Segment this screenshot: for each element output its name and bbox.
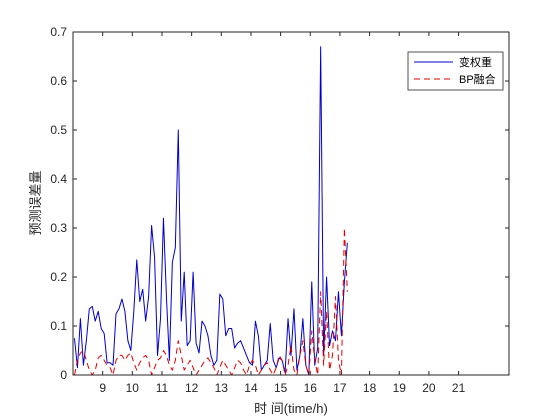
legend-label-variable-weight: 变权重 bbox=[459, 55, 492, 69]
x-tick-label: 18 bbox=[363, 381, 377, 395]
y-tick-label: 0.6 bbox=[50, 74, 67, 88]
y-tick-label: 0.7 bbox=[50, 25, 67, 39]
x-tick-label: 12 bbox=[185, 381, 199, 395]
y-tick-label: 0.4 bbox=[50, 172, 67, 186]
x-tick-label: 14 bbox=[244, 381, 258, 395]
y-tick-label: 0 bbox=[60, 368, 67, 382]
y-axis: 0 0.1 0.2 0.3 0.4 0.5 0.6 0.7 bbox=[50, 25, 509, 382]
series-layer bbox=[73, 46, 348, 376]
series-line-1 bbox=[73, 46, 348, 376]
y-tick-label: 0.3 bbox=[50, 221, 67, 235]
legend-label-bp-fusion: BP融合 bbox=[459, 72, 496, 86]
y-axis-label: 预测误差量 bbox=[28, 170, 43, 235]
x-tick-label: 13 bbox=[215, 381, 229, 395]
x-tick-label: 17 bbox=[333, 381, 347, 395]
x-tick-label: 16 bbox=[304, 381, 318, 395]
x-axis-label: 时 间(time/h) bbox=[254, 401, 328, 416]
y-tick-label: 0.2 bbox=[50, 270, 67, 284]
x-tick-label: 20 bbox=[422, 381, 436, 395]
x-tick-label: 19 bbox=[393, 381, 407, 395]
series-line-2 bbox=[73, 227, 348, 376]
x-tick-label: 21 bbox=[452, 381, 466, 395]
legend: 变权重 BP融合 bbox=[407, 51, 504, 91]
plot-frame bbox=[72, 31, 510, 376]
y-tick-label: 0.5 bbox=[50, 123, 67, 137]
x-tick-label: 10 bbox=[126, 381, 140, 395]
legend-box bbox=[407, 51, 504, 91]
x-tick-label: 11 bbox=[156, 381, 169, 395]
x-tick-label: 9 bbox=[99, 381, 106, 395]
y-tick-label: 0.1 bbox=[50, 319, 67, 333]
x-axis: 9 10 11 12 13 14 15 16 17 18 19 20 21 bbox=[99, 32, 466, 395]
x-tick-label: 15 bbox=[274, 381, 288, 395]
